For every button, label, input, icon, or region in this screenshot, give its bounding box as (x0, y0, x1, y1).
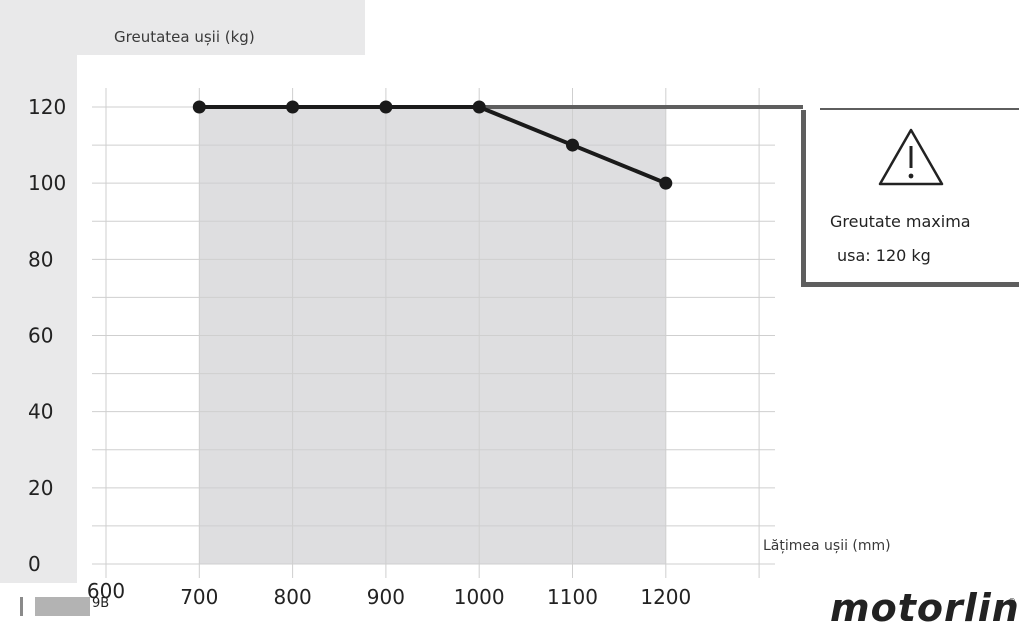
x-tick-label: 1200 (640, 585, 691, 609)
data-point (472, 100, 486, 114)
warning-triangle-icon (878, 128, 944, 186)
footer-accent-bar (20, 597, 23, 616)
data-point (379, 100, 393, 114)
x-tick-label: 800 (274, 585, 312, 609)
warning-callout (801, 110, 1019, 287)
data-point (566, 138, 579, 152)
x-tick-label: 600 (87, 579, 125, 603)
y-tick-label: 20 (28, 476, 53, 500)
y-tick-label: 120 (28, 95, 66, 119)
data-point (659, 176, 673, 190)
y-tick-label: 80 (28, 247, 53, 271)
warning-text-line1: Greutate maxima (830, 212, 971, 231)
warning-text-line2: usa: 120 kg (837, 246, 931, 265)
series-line (199, 105, 667, 186)
y-tick-label: 40 (28, 400, 53, 424)
x-tick-label: 1000 (454, 585, 505, 609)
y-tick-label: 100 (28, 171, 66, 195)
x-tick-label: 700 (180, 585, 218, 609)
y-tick-label: 60 (28, 324, 53, 348)
registered-mark: ® (1008, 597, 1016, 606)
x-tick-label: 900 (367, 585, 405, 609)
brand-logo: motorline (830, 586, 1019, 630)
y-axis-strip (0, 55, 77, 583)
x-axis-title: Lățimea ușii (mm) (763, 538, 891, 554)
data-point (192, 100, 206, 114)
y-axis-title-box (0, 0, 365, 55)
footer-label-box (35, 597, 90, 616)
page-code: 9B (92, 596, 110, 611)
y-axis-title: Greutatea ușii (kg) (114, 28, 255, 46)
data-point (286, 100, 300, 114)
x-tick-label: 1100 (547, 585, 598, 609)
weight-width-chart: 0 20 40 60 80 100 120 600 700 800 900 1000 1100 1200 (28, 88, 1019, 609)
y-tick-label: 0 (28, 552, 41, 576)
